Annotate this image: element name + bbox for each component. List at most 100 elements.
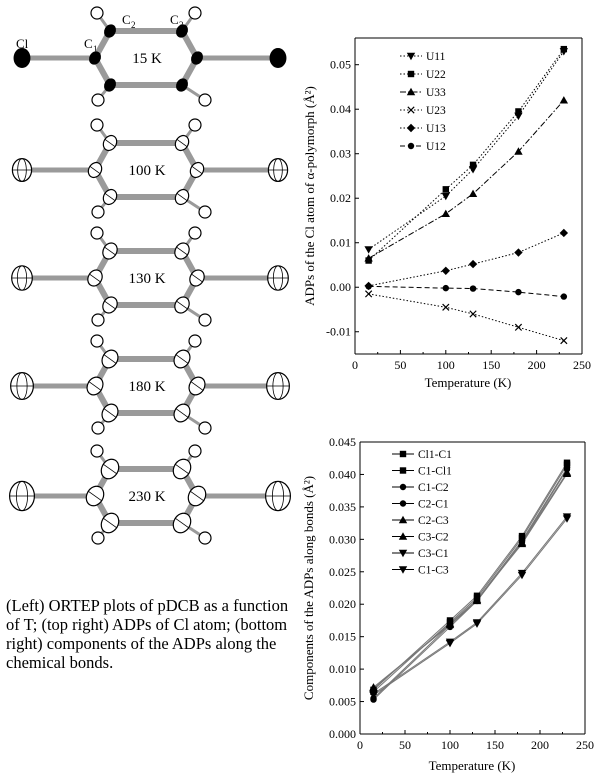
x-axis-label: Temperature (K) bbox=[425, 375, 512, 390]
data-point-C1-C3 bbox=[369, 690, 378, 698]
data-point-U33 bbox=[514, 147, 523, 155]
data-point-U12 bbox=[515, 288, 522, 296]
series-lines bbox=[373, 462, 568, 700]
data-point-U12 bbox=[442, 284, 449, 292]
legend-label: C1-Cl1 bbox=[418, 466, 452, 478]
series-markers bbox=[364, 45, 569, 345]
y-tick-label: 0.005 bbox=[329, 695, 356, 709]
legend: Cl1-C1 C1-Cl1 C1-C2 C2-C1 C2-C3 C3-C2 C3-C1 C1-… bbox=[392, 449, 452, 577]
data-point-U23 bbox=[469, 310, 477, 318]
hydrogen-atom bbox=[90, 6, 104, 20]
series-line-U23 bbox=[368, 293, 564, 342]
hydrogen-atom bbox=[90, 118, 104, 132]
data-point-U13 bbox=[514, 248, 523, 257]
legend-marker bbox=[407, 142, 415, 150]
y-tick-label: -0.01 bbox=[326, 325, 351, 339]
y-tick-label: 0.01 bbox=[330, 236, 351, 250]
hydrogen-atom bbox=[188, 334, 202, 348]
legend-marker bbox=[398, 549, 408, 558]
data-point-U23 bbox=[560, 337, 568, 345]
ellipsoid-axis bbox=[191, 165, 203, 175]
ellipsoid-axis bbox=[175, 300, 189, 310]
y-axis-label: Components of the ADPs along bonds (Å²) bbox=[301, 476, 316, 700]
label-c3: C bbox=[170, 12, 179, 27]
data-point-U23 bbox=[364, 290, 373, 298]
legend-marker bbox=[399, 467, 407, 474]
ellipsoid-axis bbox=[89, 165, 101, 175]
data-point-U11 bbox=[364, 246, 373, 254]
ellipsoid-axis bbox=[174, 463, 190, 475]
hydrogen-atom bbox=[198, 531, 212, 545]
hydrogen-atom bbox=[91, 421, 105, 435]
hydrogen-atom bbox=[198, 313, 212, 327]
legend-label: U23 bbox=[426, 105, 446, 117]
hydrogen-atom bbox=[91, 313, 105, 327]
ticks: 0 50 100 150 200 250 0.000 0.005 0.010 0.015 0.020… bbox=[329, 435, 594, 752]
y-tick-label: 0.045 bbox=[329, 435, 356, 449]
data-point-C1-Cl1 bbox=[518, 532, 526, 540]
legend-label: Cl1-C1 bbox=[418, 449, 452, 461]
plot-frame bbox=[354, 37, 583, 355]
series-line-U13 bbox=[368, 232, 565, 287]
data-point-U33 bbox=[559, 96, 569, 104]
hydrogen-atom bbox=[198, 205, 212, 219]
hydrogen-atom bbox=[188, 226, 202, 240]
hydrogen-atom bbox=[188, 118, 202, 132]
data-point-C3-C2 bbox=[445, 619, 455, 627]
y-tick-label: 0.030 bbox=[329, 532, 356, 546]
data-point-U23 bbox=[442, 303, 450, 311]
label-c1: C bbox=[84, 36, 93, 51]
data-point-U12 bbox=[560, 293, 568, 300]
x-axis-label: Temperature (K) bbox=[429, 758, 516, 773]
legend-label: U33 bbox=[426, 87, 446, 99]
y-tick-label: 0.03 bbox=[330, 147, 351, 161]
data-point-U13 bbox=[559, 228, 569, 238]
chlorine-atom bbox=[269, 47, 287, 68]
legend-label: C3-C1 bbox=[418, 548, 449, 560]
data-point-U11 bbox=[441, 192, 450, 201]
legend-label: U12 bbox=[426, 141, 446, 153]
ortep-molecule: 180 K bbox=[10, 334, 290, 435]
y-tick-label: 0.010 bbox=[329, 662, 356, 676]
ellipsoid-axis bbox=[175, 246, 189, 256]
ellipsoid-axis bbox=[103, 300, 117, 310]
data-point-U23 bbox=[514, 323, 523, 331]
temperature-label: 180 K bbox=[128, 379, 165, 395]
label-c1-sub: 1 bbox=[93, 44, 98, 54]
y-tick-label: 0.05 bbox=[330, 58, 351, 72]
legend-marker bbox=[398, 532, 408, 540]
series-line-C1-Cl1 bbox=[373, 462, 568, 691]
data-point-C3-C2 bbox=[369, 684, 378, 692]
ellipsoid-axis bbox=[190, 273, 204, 283]
legend-marker bbox=[406, 87, 416, 96]
ellipsoid-axis bbox=[104, 192, 116, 202]
temperature-label: 230 K bbox=[128, 489, 165, 505]
carbon-atom bbox=[104, 24, 116, 38]
figure-caption: (Left) ORTEP plots of pDCB as a function… bbox=[6, 596, 289, 672]
series-line-U33 bbox=[368, 99, 565, 259]
label-c2: C bbox=[122, 12, 131, 27]
legend-marker bbox=[407, 70, 415, 78]
legend-marker bbox=[406, 52, 416, 61]
legend-label: C1-C2 bbox=[418, 482, 449, 494]
ellipsoid-axis bbox=[273, 158, 283, 182]
data-point-U12 bbox=[469, 285, 477, 292]
y-tick-label: 0.035 bbox=[329, 500, 356, 514]
x-tick-label: 250 bbox=[576, 738, 594, 752]
plot-frame bbox=[359, 441, 586, 735]
legend-marker bbox=[399, 483, 407, 491]
legend-label: U11 bbox=[426, 51, 446, 63]
data-point-C1-C3 bbox=[562, 513, 572, 521]
legend-marker bbox=[406, 123, 416, 133]
carbon-atom bbox=[89, 51, 101, 65]
ellipsoid-axis bbox=[176, 192, 188, 202]
ellipsoid-axis bbox=[189, 490, 205, 502]
adp-bonds-chart: 0 50 100 150 200 250 0.000 0.005 0.010 0.015 0.020… bbox=[301, 435, 594, 773]
data-point-C1-C3 bbox=[445, 638, 455, 647]
temperature-label: 15 K bbox=[132, 51, 162, 67]
ellipsoid-axis bbox=[102, 463, 118, 475]
ortep-molecule: 15 K bbox=[13, 6, 287, 107]
data-point-U22 bbox=[560, 45, 568, 53]
ellipsoid-axis bbox=[190, 381, 204, 391]
